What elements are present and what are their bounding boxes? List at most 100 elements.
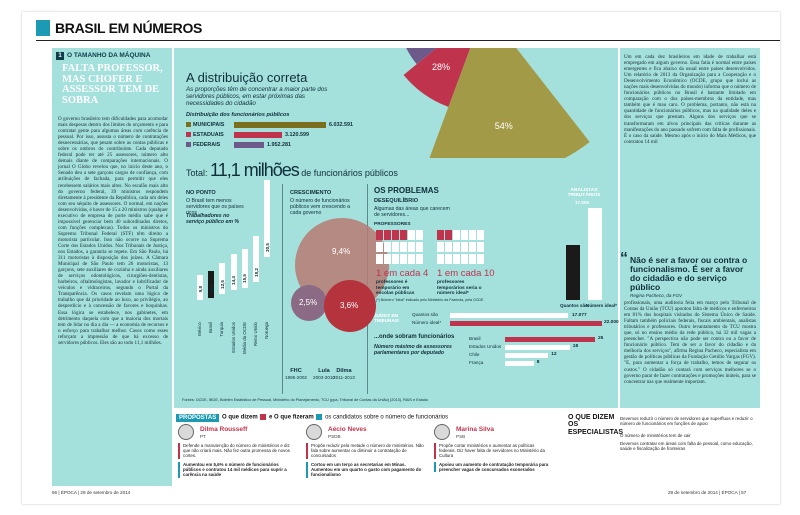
candidate-party-2: PSB [456, 434, 466, 439]
ratio-b-desc: professores temporários seria o número i… [437, 280, 482, 297]
ponto-category-5: Reino Unido [253, 322, 258, 347]
experts-title: O QUE DIZEM OS ESPECIALISTAS [568, 414, 624, 436]
sobram-title: ...onde sobram funcionários [374, 334, 455, 340]
person-icon [461, 254, 468, 264]
total-value: 11,1 milhões [210, 160, 300, 180]
bar-federais [234, 141, 264, 148]
ponto-category-1: Brasil [208, 322, 214, 333]
person-icon [400, 254, 407, 264]
sobram-bar-3 [505, 361, 534, 366]
ponto-bar-5 [253, 236, 259, 283]
person-icon [453, 254, 460, 264]
kicker-text: O TAMANHO DA MÁQUINA [67, 52, 151, 59]
growth-label: CRESCIMENTO [290, 190, 332, 196]
ratio-a-desc: professores é temporário em escolas públ… [376, 280, 415, 297]
distribution-bar-estaduais: ESTADUAIS 3.120.599 [186, 131, 309, 138]
growth-pct-0: 2,5% [299, 298, 318, 307]
article-column [52, 48, 172, 486]
analistas-bar-b [588, 208, 602, 300]
person-icon [416, 230, 423, 240]
growth-years-2: 2011-2013 [333, 375, 355, 380]
person-icon [416, 254, 423, 264]
sobram-value-2: 12 [551, 352, 557, 357]
candidate-photo-0 [178, 424, 194, 440]
person-icon [445, 230, 452, 240]
candidate-photo-1 [306, 424, 322, 440]
section-rule [36, 40, 780, 41]
ponto-category-6: Noruega [264, 322, 270, 339]
person-icon [376, 254, 383, 264]
proposals-tag: PROPOSTAS [176, 414, 220, 422]
growth-pct-1: 9,4% [332, 247, 351, 256]
growth-circle-0 [291, 285, 327, 321]
pie-chart: 54%28%18% [403, 48, 590, 158]
person-icon [376, 230, 383, 240]
analistas-label: ANALISTAS TRIBUTÁRIOS [567, 188, 601, 198]
ponto-value-2: 12,5 [219, 280, 225, 290]
ponto-bar-1 [208, 271, 215, 299]
person-icon [453, 230, 460, 240]
person-icon [437, 254, 444, 264]
legend-dizem [260, 414, 267, 420]
person-icon [384, 230, 391, 240]
person-icon [408, 242, 415, 252]
pie-slice-1 [403, 48, 471, 107]
professores-label: PROFESSORES [374, 222, 411, 227]
person-icon [400, 242, 407, 252]
sobram-bar-1 [505, 345, 570, 350]
person-icon [461, 242, 468, 252]
juizes-bar-a [450, 313, 568, 318]
candidate-name-1: Aécio Neves [328, 426, 367, 433]
dot-municipais [186, 121, 191, 127]
expert-item-2: O número de ministérios tem de cair [620, 433, 691, 438]
pull-quote: Não é ser a favor ou contra o funcionali… [630, 255, 748, 292]
candidate-said-0: Defende a manutenção do número de minist… [178, 443, 296, 459]
credits: Fontes: OCDE, IBGE, Boletim Estatístico … [182, 398, 429, 402]
quote-mark: “ [620, 250, 628, 267]
candidate-did-2: Apoiou um aumento de contratação temporá… [434, 462, 552, 473]
candidate-said-2: Propõe cortar ministérios e aumentar as … [434, 443, 552, 459]
growth-name-2: Dilma [336, 368, 352, 374]
ponto-bar-6 [264, 180, 271, 257]
candidate-photo-2 [434, 424, 450, 440]
person-icon [392, 242, 399, 252]
person-icon [437, 242, 444, 252]
growth-circle-2 [324, 280, 376, 332]
person-icon [469, 254, 476, 264]
person-icon [400, 230, 407, 240]
person-icon [477, 242, 484, 252]
candidate-name-0: Dilma Rousseff [200, 426, 248, 433]
analistas-bar-a [566, 245, 580, 300]
sobram-country-3: França [469, 360, 484, 365]
expert-item-1: Devemos reduzir o número de servidores q… [620, 416, 753, 427]
sobram-country-1: Estados Unidos [469, 344, 502, 349]
person-icon [469, 242, 476, 252]
ponto-value-5: 18,2 [253, 268, 259, 278]
no-ponto-desc: O Brasil tem menos servidores que os paí… [186, 198, 244, 217]
analistas-cap-a: Quantos são [560, 303, 588, 308]
candidate-party-0: PT [200, 434, 206, 439]
person-icon [408, 254, 415, 264]
ratio-b: 1 em cada 10 [437, 268, 495, 279]
ponto-bar-3 [230, 253, 237, 291]
growth-desc: O número de funcionários públicos vem cr… [290, 198, 350, 217]
growth-name-0: FHC [290, 368, 302, 374]
expert-item-3: Devemos contratar em áreas com falta de … [620, 441, 753, 452]
quote-author: Regina Pacheco, da FGV [630, 293, 683, 298]
ponto-bar-2 [219, 262, 226, 295]
growth-name-1: Lula [318, 368, 330, 374]
ponto-value-1: 10,6 [208, 284, 214, 294]
person-icon [416, 242, 423, 252]
juizes-a-label: Quantos são [412, 312, 439, 317]
distribution-subtitle: As proporções têm de concentrar a maior … [186, 86, 328, 108]
person-icon [453, 242, 460, 252]
ponto-bar-0 [197, 275, 203, 300]
headline: FALTA PROFESSOR, MAS CHOFER E ASSESSOR T… [62, 63, 163, 106]
person-icon [384, 254, 391, 264]
ponto-category-2: Turquia [219, 322, 225, 337]
no-ponto-sub: Trabalhadores no serviço público em % [186, 213, 240, 226]
person-icon [445, 242, 452, 252]
ponto-value-0: 9,8 [197, 285, 203, 293]
person-icon [376, 242, 383, 252]
